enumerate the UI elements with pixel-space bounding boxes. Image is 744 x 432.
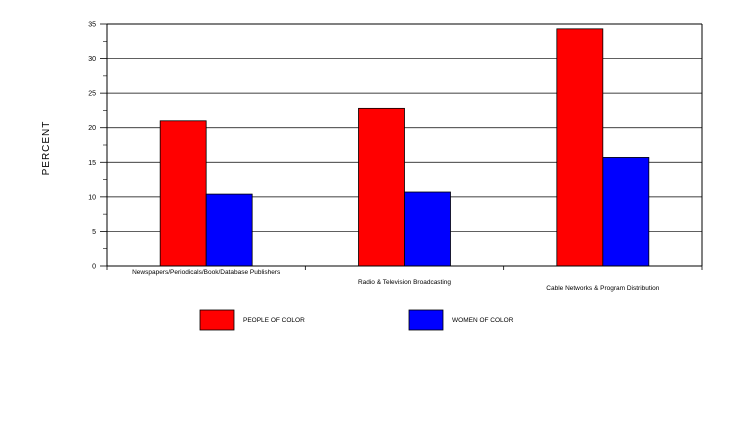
y-tick-label: 10: [88, 194, 96, 201]
bar-people-of-color: [556, 28, 604, 267]
category-label: Newspapers/Periodicals/Book/Database Pub…: [132, 269, 281, 276]
y-tick-label: 5: [92, 229, 96, 236]
y-tick-label: 0: [92, 264, 96, 271]
bar-women-of-color: [205, 193, 253, 267]
y-axis-label: PERCENT: [41, 121, 52, 176]
y-tick-label: 15: [88, 160, 96, 167]
bar-people-of-color: [159, 120, 207, 267]
legend-swatch: [408, 309, 444, 331]
bar-women-of-color: [602, 157, 650, 267]
bar-people-of-color: [358, 107, 405, 267]
legend-label: PEOPLE OF COLOR: [243, 317, 305, 324]
category-label: Cable Networks & Program Distribution: [546, 285, 659, 292]
legend-swatch: [199, 309, 235, 331]
y-tick-labels: 0 5 10 15 20 25 30 35: [88, 22, 96, 271]
category-label: Radio & Television Broadcasting: [358, 279, 451, 286]
y-tick-label: 25: [88, 91, 96, 98]
bar-women-of-color: [404, 191, 451, 267]
category-labels: Newspapers/Periodicals/Book/Database Pub…: [132, 269, 660, 292]
y-tick-label: 30: [88, 56, 96, 63]
legend: PEOPLE OF COLOR WOMEN OF COLOR: [199, 309, 514, 331]
axes: [100, 23, 703, 270]
y-tick-label: 35: [88, 22, 96, 29]
bars: [159, 28, 650, 267]
y-tick-label: 20: [88, 125, 96, 132]
legend-label: WOMEN OF COLOR: [452, 317, 514, 324]
